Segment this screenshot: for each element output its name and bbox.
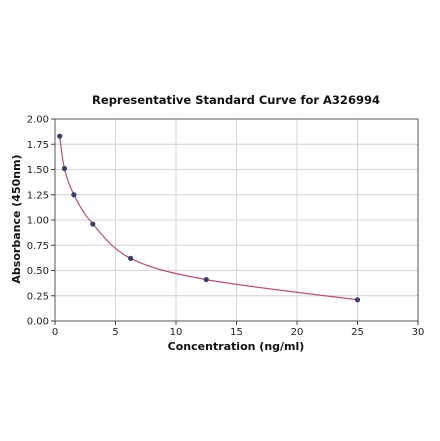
x-tick-label: 5	[112, 327, 118, 338]
x-tick-label: 15	[230, 327, 243, 338]
fit-curve-layer	[59, 136, 358, 301]
y-tick-label: 1.25	[27, 190, 49, 201]
y-tick-label: 0.75	[27, 241, 49, 252]
axis-ticks: 0 5 10 15 20 25 30 0.00 0.25 0.50 0.75 1.00 1.25 1.50…	[27, 115, 425, 339]
y-tick-label: 1.50	[27, 165, 49, 176]
chart-title: Representative Standard Curve for A32699…	[92, 93, 380, 107]
data-point	[57, 133, 63, 139]
x-tick-label: 0	[52, 327, 58, 338]
data-point	[128, 255, 134, 261]
y-tick-label: 1.00	[27, 216, 49, 227]
data-points	[57, 133, 361, 303]
y-tick-label: 0.50	[27, 266, 49, 277]
y-tick-label: 0.25	[27, 291, 49, 302]
x-tick-label: 25	[351, 327, 364, 338]
data-point	[71, 192, 77, 198]
data-point	[354, 297, 361, 303]
data-point	[61, 165, 68, 172]
data-point	[203, 276, 209, 283]
fit-curve-line	[59, 136, 358, 301]
data-point	[90, 221, 96, 227]
y-tick-label: 1.75	[27, 140, 49, 151]
y-tick-label: 0.00	[27, 317, 49, 328]
x-tick-label: 30	[412, 327, 425, 338]
y-tick-label: 2.00	[27, 115, 49, 126]
x-tick-label: 10	[170, 327, 183, 338]
x-axis-label: Concentration (ng/ml)	[168, 340, 305, 353]
x-tick-label: 20	[291, 327, 304, 338]
grid-lines	[54, 118, 419, 322]
y-axis-label: Absorbance (450nm)	[10, 154, 23, 283]
